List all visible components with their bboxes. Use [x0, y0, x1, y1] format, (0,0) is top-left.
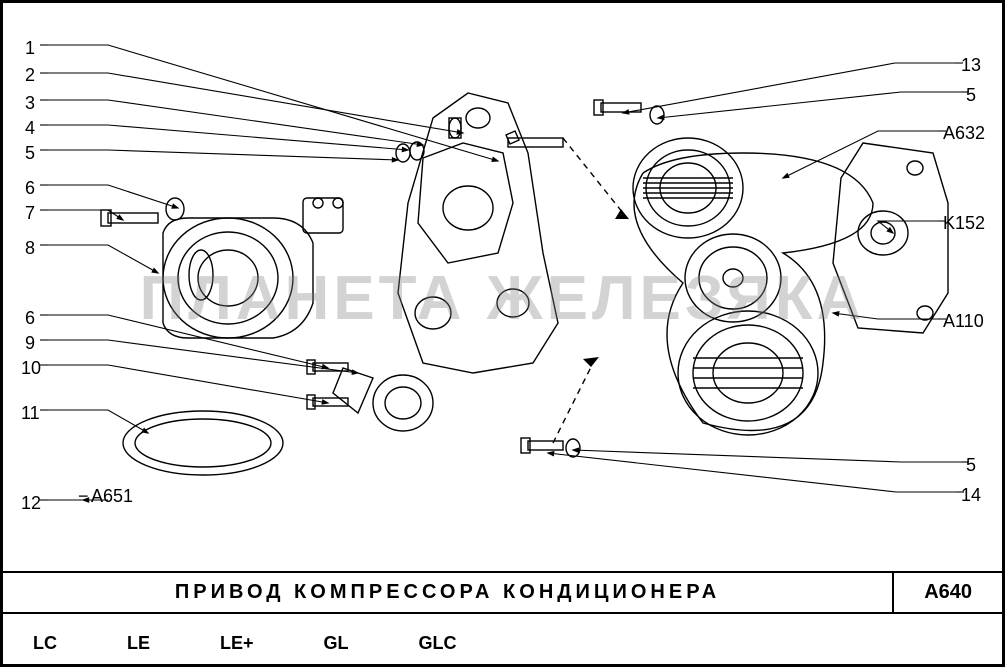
callout-6: 6	[25, 178, 35, 199]
callout-5: 5	[25, 143, 35, 164]
callout-1: 1	[25, 38, 35, 59]
title-bar: ПРИВОД КОМПРЕССОРА КОНДИЦИОНЕРА A640	[3, 571, 1002, 614]
code-a651: A651	[91, 486, 133, 507]
callout-11: 11	[21, 403, 40, 424]
callout-5: 5	[966, 455, 976, 476]
callout-3: 3	[25, 93, 35, 114]
callout-A632: A632	[943, 123, 985, 144]
dash-a651: −	[78, 486, 89, 507]
callout-5: 5	[966, 85, 976, 106]
callout-9: 9	[25, 333, 35, 354]
callout-A110: A110	[943, 311, 984, 332]
variant-label: LE+	[220, 633, 254, 654]
callout-12: 12	[21, 493, 41, 514]
leaders-svg	[3, 3, 1002, 563]
variant-label: LC	[33, 633, 57, 654]
callout-2: 2	[25, 65, 35, 86]
variant-label: GLC	[419, 633, 457, 654]
variant-label: GL	[324, 633, 349, 654]
callout-8: 8	[25, 238, 35, 259]
callout-13: 13	[961, 55, 981, 76]
diagram-area: 1234567869101112135A632K152A110514 A651 …	[3, 3, 1002, 553]
callout-K152: K152	[943, 213, 985, 234]
callout-14: 14	[961, 485, 981, 506]
callout-10: 10	[21, 358, 41, 379]
variants-row: LC LE LE+ GL GLC	[33, 633, 457, 654]
diagram-code: A640	[892, 573, 1002, 612]
callout-7: 7	[25, 203, 35, 224]
variant-label: LE	[127, 633, 150, 654]
diagram-title: ПРИВОД КОМПРЕССОРА КОНДИЦИОНЕРА	[3, 573, 892, 612]
callout-6: 6	[25, 308, 35, 329]
callout-4: 4	[25, 118, 35, 139]
